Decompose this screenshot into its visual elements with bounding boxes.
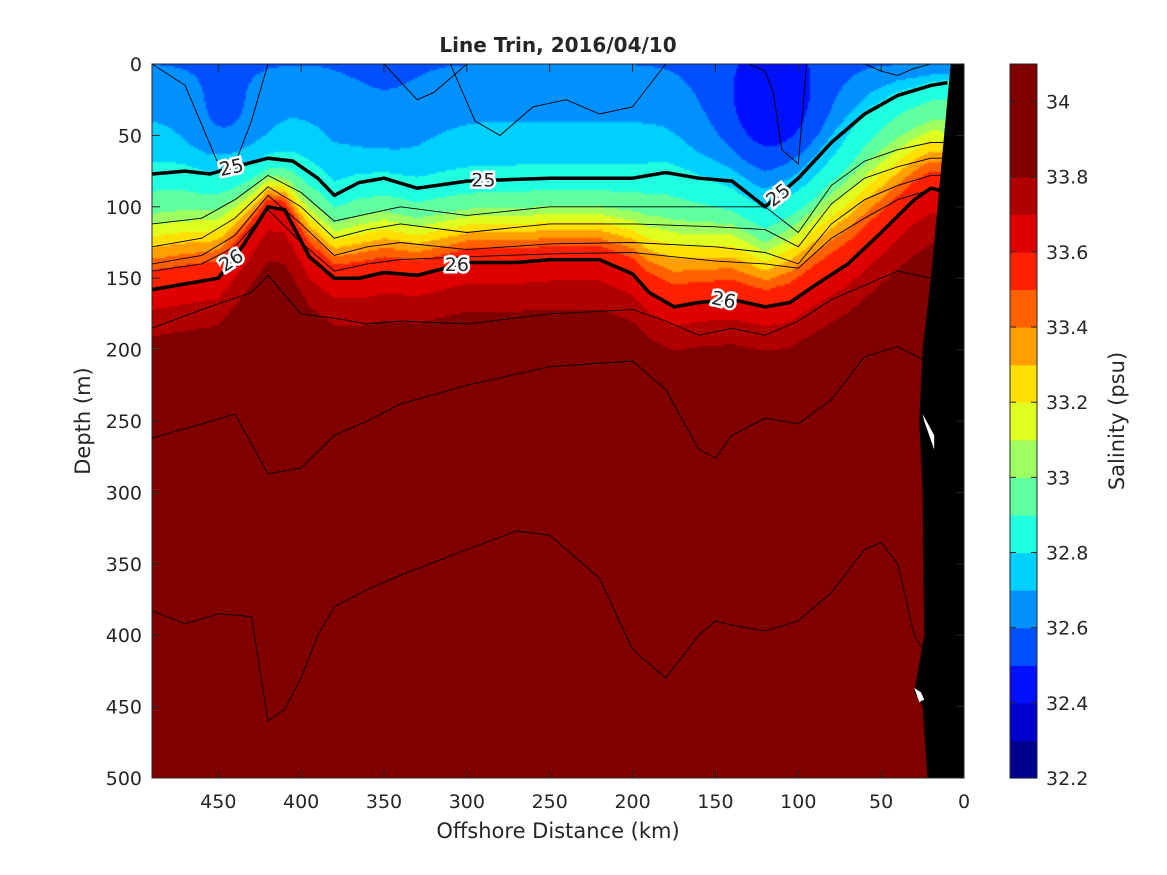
thin-contour-line bbox=[383, 64, 468, 101]
x-tick-label: 250 bbox=[532, 791, 568, 813]
colorbar-tick-label: 33 bbox=[1046, 467, 1070, 489]
colorbar-tick-label: 33.4 bbox=[1046, 317, 1088, 339]
x-tick-label: 300 bbox=[449, 791, 485, 813]
thin-contour-line bbox=[152, 174, 948, 265]
x-axis: 450 400 350 300 250 200 150 100 50 0 bbox=[200, 64, 970, 813]
colorbar-block bbox=[1010, 251, 1037, 291]
x-axis-label: Offshore Distance (km) bbox=[436, 819, 679, 843]
thin-contour-line bbox=[152, 346, 932, 475]
salinity-heatmap bbox=[152, 64, 964, 778]
colorbar: 32.2 32.4 32.6 32.8 33 33.2 33.4 33.6 33.8 34 Sal… bbox=[1009, 63, 1129, 790]
y-tick-label: 450 bbox=[106, 697, 142, 719]
colorbar-tick-label: 33.6 bbox=[1046, 242, 1088, 264]
y-tick-label: 350 bbox=[106, 554, 142, 576]
colorbar-block bbox=[1010, 139, 1037, 178]
colorbar-block bbox=[1010, 289, 1037, 328]
blank-region bbox=[914, 688, 925, 703]
colorbar-tick-label: 32.4 bbox=[1046, 693, 1088, 715]
colorbar-block bbox=[1010, 176, 1037, 215]
y-tick-label: 100 bbox=[106, 197, 142, 219]
colorbar-block bbox=[1010, 402, 1037, 441]
thin-contour-line bbox=[449, 64, 667, 136]
colorbar-tick-label: 34 bbox=[1046, 92, 1070, 114]
colorbar-tick-label: 33.8 bbox=[1046, 167, 1088, 189]
colorbar-tick-label: 32.6 bbox=[1046, 618, 1088, 640]
y-tick-label: 250 bbox=[106, 411, 142, 433]
contour-label: 26 bbox=[445, 254, 469, 276]
colorbar-block bbox=[1010, 590, 1037, 629]
y-tick-label: 50 bbox=[118, 125, 142, 147]
colorbar-label: Salinity (psu) bbox=[1105, 352, 1129, 490]
thin-contour-line bbox=[152, 270, 948, 336]
x-tick-label: 150 bbox=[697, 791, 733, 813]
y-tick-label: 400 bbox=[106, 625, 142, 647]
x-tick-label: 450 bbox=[200, 791, 236, 813]
blank-region bbox=[922, 413, 935, 450]
colorbar-block bbox=[1010, 327, 1037, 366]
colorbar-tick-label: 32.8 bbox=[1046, 543, 1088, 565]
colorbar-ticks: 32.2 32.4 32.6 32.8 33 33.2 33.4 33.6 33.8 34 bbox=[1010, 92, 1088, 790]
x-tick-label: 200 bbox=[614, 791, 650, 813]
thin-contour-line bbox=[748, 64, 808, 165]
colorbar-block bbox=[1010, 439, 1037, 478]
chart-title: Line Trin, 2016/04/10 bbox=[439, 33, 676, 57]
y-tick-label: 500 bbox=[106, 768, 142, 790]
colorbar-block bbox=[1010, 552, 1037, 591]
x-tick-label: 400 bbox=[283, 791, 319, 813]
colorbar-block bbox=[1010, 514, 1037, 554]
colorbar-block bbox=[1010, 740, 1037, 779]
colorbar-block bbox=[1010, 627, 1037, 666]
bathymetry-mask bbox=[914, 64, 964, 778]
colorbar-block bbox=[1010, 101, 1037, 140]
y-tick-label: 200 bbox=[106, 340, 142, 362]
sigma25-contour bbox=[152, 80, 948, 210]
thin-contour-line bbox=[152, 64, 269, 165]
x-tick-label: 50 bbox=[869, 791, 893, 813]
colorbar-block bbox=[1010, 64, 1037, 103]
isopycnal-contours bbox=[152, 64, 948, 722]
colorbar-tick-label: 33.2 bbox=[1046, 392, 1088, 414]
x-tick-label: 100 bbox=[780, 791, 816, 813]
colorbar-frame bbox=[1009, 63, 1038, 779]
thin-contour-line bbox=[798, 64, 932, 76]
y-tick-label: 300 bbox=[106, 482, 142, 504]
colorbar-tick-label: 32.2 bbox=[1046, 768, 1088, 790]
colorbar-block bbox=[1010, 477, 1037, 516]
colorbar-block bbox=[1010, 364, 1037, 403]
colorbar-blocks bbox=[1010, 64, 1037, 779]
y-axis-label: Depth (m) bbox=[71, 367, 95, 474]
colorbar-block bbox=[1010, 702, 1037, 742]
blank-regions bbox=[914, 413, 935, 703]
x-tick-label: 0 bbox=[958, 791, 970, 813]
y-tick-label: 0 bbox=[130, 54, 142, 76]
sigma26-contour bbox=[152, 186, 948, 309]
thin-contour-line bbox=[152, 142, 948, 234]
contour-label: 25 bbox=[471, 170, 495, 192]
thin-contour-line bbox=[152, 530, 932, 722]
colorbar-block bbox=[1010, 665, 1037, 704]
y-tick-label: 150 bbox=[106, 268, 142, 290]
y-axis: 0 50 100 150 200 250 300 350 400 450 500 bbox=[106, 54, 964, 790]
x-tick-label: 350 bbox=[366, 791, 402, 813]
thin-contour-line bbox=[152, 157, 948, 248]
colorbar-block bbox=[1010, 214, 1037, 253]
